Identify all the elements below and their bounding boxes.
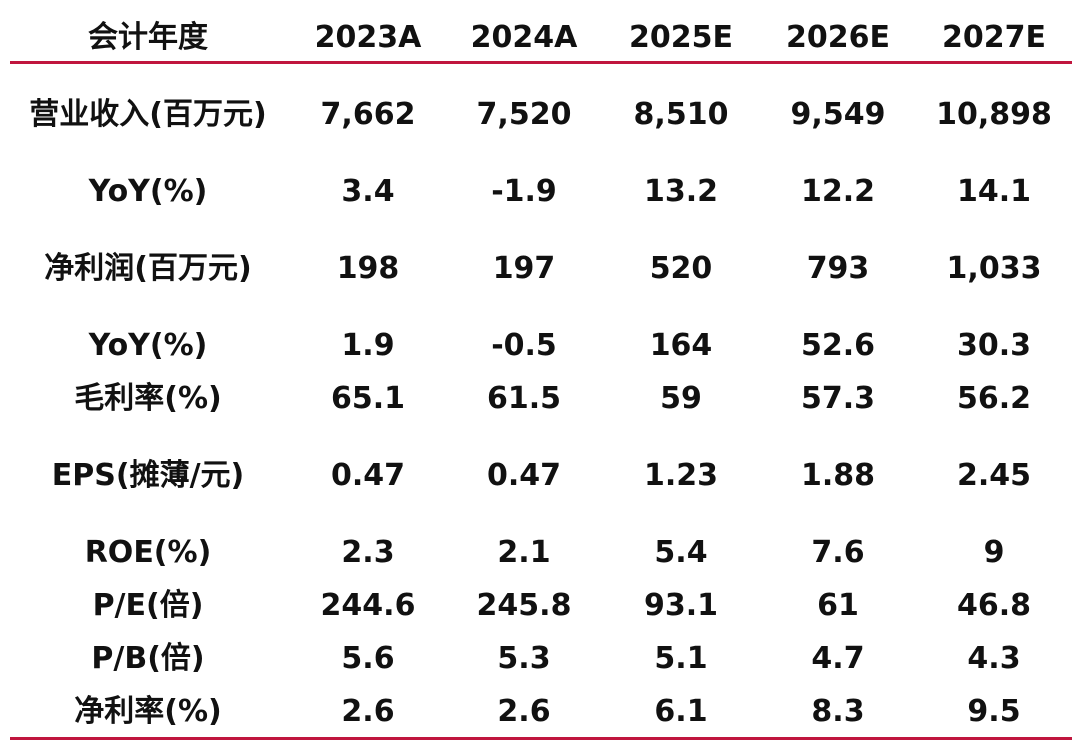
row-label: YoY(%) [88, 174, 208, 209]
value-cell: 13.2 [643, 174, 719, 209]
value-cell: 7,520 [476, 97, 572, 132]
header-cell: 2025E [629, 20, 733, 55]
row-label: 净利率(%) [74, 694, 222, 729]
value-cell: 1,033 [946, 251, 1042, 286]
row-label: ROE(%) [84, 535, 212, 570]
value-cell: 0.47 [486, 458, 562, 493]
value-cell: 793 [806, 251, 870, 286]
row-label: 营业收入(百万元) [29, 97, 267, 132]
value-cell: 12.2 [800, 174, 876, 209]
value-cell: -1.9 [491, 174, 557, 209]
header-cell: 2027E [942, 20, 1046, 55]
value-cell: 520 [649, 251, 713, 286]
row-label: 净利润(百万元) [44, 251, 252, 286]
value-cell: 5.6 [341, 641, 395, 676]
header-rule [10, 61, 1072, 64]
value-cell: 56.2 [956, 381, 1032, 416]
value-cell: 59 [660, 381, 702, 416]
row-label: EPS(摊薄/元) [51, 458, 245, 493]
value-cell: 14.1 [956, 174, 1032, 209]
value-cell: 164 [649, 328, 713, 363]
value-cell: 5.3 [497, 641, 551, 676]
value-cell: 46.8 [956, 588, 1032, 623]
value-cell: 244.6 [320, 588, 416, 623]
value-cell: 7.6 [811, 535, 865, 570]
value-cell: 8,510 [633, 97, 729, 132]
value-cell: 93.1 [643, 588, 719, 623]
header-cell: 2026E [786, 20, 890, 55]
value-cell: 9,549 [790, 97, 886, 132]
value-cell: 8.3 [811, 694, 865, 729]
value-cell: 61 [817, 588, 859, 623]
value-cell: 7,662 [320, 97, 416, 132]
value-cell: 2.45 [956, 458, 1032, 493]
value-cell: 198 [336, 251, 400, 286]
value-cell: 3.4 [341, 174, 395, 209]
value-cell: 30.3 [956, 328, 1032, 363]
row-label: 毛利率(%) [74, 381, 222, 416]
value-cell: 2.6 [341, 694, 395, 729]
value-cell: 2.3 [341, 535, 395, 570]
value-cell: 57.3 [800, 381, 876, 416]
value-cell: 0.47 [330, 458, 406, 493]
row-label: P/E(倍) [92, 588, 204, 623]
value-cell: 1.9 [341, 328, 395, 363]
row-label: YoY(%) [88, 328, 208, 363]
value-cell: 2.6 [497, 694, 551, 729]
value-cell: 10,898 [936, 97, 1052, 132]
value-cell: 197 [492, 251, 556, 286]
value-cell: 9 [983, 535, 1005, 570]
value-cell: 52.6 [800, 328, 876, 363]
value-cell: 6.1 [654, 694, 708, 729]
value-cell: 5.1 [654, 641, 708, 676]
value-cell: 4.7 [811, 641, 865, 676]
header-cell: 2023A [314, 20, 422, 55]
value-cell: 245.8 [476, 588, 572, 623]
value-cell: -0.5 [491, 328, 557, 363]
header-cell: 2024A [470, 20, 578, 55]
value-cell: 65.1 [330, 381, 406, 416]
row-label: P/B(倍) [91, 641, 205, 676]
value-cell: 4.3 [967, 641, 1021, 676]
header-cell: 会计年度 [88, 20, 208, 55]
value-cell: 61.5 [486, 381, 562, 416]
value-cell: 2.1 [497, 535, 551, 570]
value-cell: 1.88 [800, 458, 876, 493]
value-cell: 1.23 [643, 458, 719, 493]
bottom-rule [10, 737, 1072, 740]
value-cell: 5.4 [654, 535, 708, 570]
value-cell: 9.5 [967, 694, 1021, 729]
